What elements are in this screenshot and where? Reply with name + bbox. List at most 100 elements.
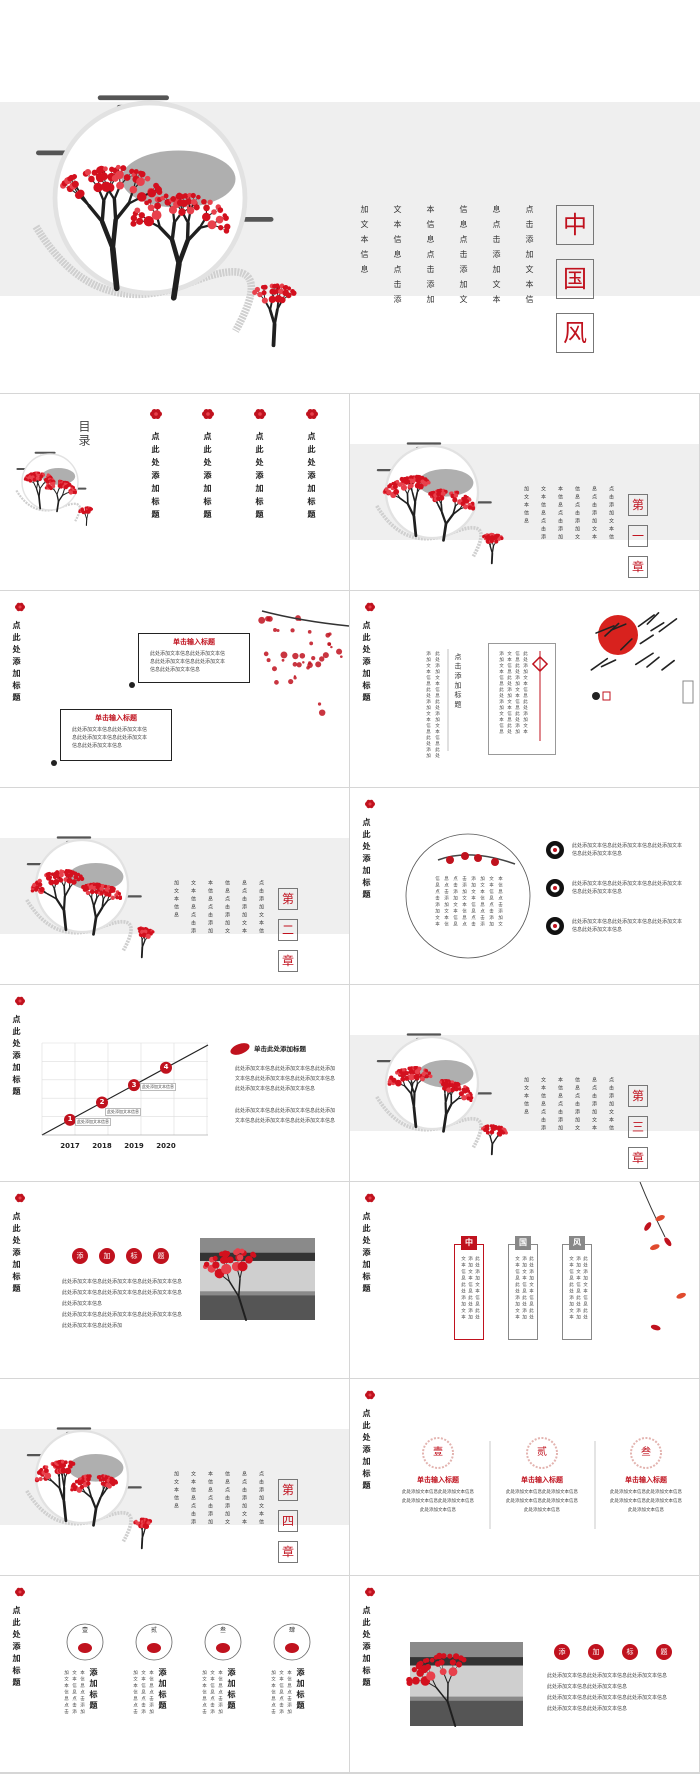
blossom [68, 1464, 73, 1469]
step-marker [128, 1079, 140, 1092]
blossom [280, 651, 288, 659]
blossom [143, 1523, 150, 1530]
branch [87, 204, 104, 224]
branch [141, 1530, 146, 1539]
branch [271, 322, 277, 348]
decoration [0, 1427, 349, 1550]
text: 2 [99, 1097, 105, 1106]
blossom [43, 1468, 49, 1474]
blossom [302, 661, 305, 664]
blossom [446, 1087, 452, 1093]
vertical-text: 加文本信息点击 [270, 1670, 276, 1716]
chapter-slide: 点击添加文本信 息点击添加文本 信息点击添加文 本信息点击添加 文本信息点击添 加文本信息… [350, 985, 699, 1181]
text-box [60, 709, 172, 761]
decoration [365, 1587, 672, 1727]
branch [92, 897, 98, 908]
blossom [47, 875, 53, 880]
branch [56, 500, 60, 513]
marker-box [556, 313, 594, 353]
blossom [123, 174, 131, 181]
branch [273, 308, 279, 326]
text: 单击输入标题 [417, 1476, 459, 1484]
blossom [212, 1255, 218, 1261]
vertical-text: 此处添加文本信息此处添加文本 [522, 651, 528, 735]
blossom [463, 504, 469, 510]
blossom [147, 199, 152, 204]
blossom [212, 1261, 220, 1269]
blossom [110, 1481, 116, 1487]
blossom [37, 878, 42, 884]
blossom [134, 207, 141, 214]
blossom [292, 662, 298, 667]
blossom [307, 629, 312, 634]
blossom [388, 483, 393, 487]
blossom [424, 1663, 432, 1671]
blossom [143, 215, 155, 227]
bamboo-leaf [650, 621, 665, 632]
blossom [53, 879, 60, 886]
vertical-text: 击添加文本信息点 [461, 876, 467, 928]
blossom [116, 181, 125, 190]
photo-roof [410, 1657, 523, 1666]
vertical-text: 文本信息此处添加文本信息此处 [506, 651, 512, 735]
blossom [39, 886, 45, 893]
blossom [286, 286, 292, 291]
text: 此处添加文本信息此处添加文本信息此处添加 [235, 1108, 336, 1114]
blossom [55, 870, 60, 875]
blossom [438, 495, 445, 501]
blossom [290, 628, 295, 633]
text: 此处添加文本信息 [105, 1108, 141, 1116]
blossom [315, 661, 322, 668]
text: 信息此处添加文本信息 [150, 667, 201, 673]
blossom [277, 288, 284, 295]
blossom [207, 199, 213, 205]
blossom [147, 204, 155, 212]
blossom [439, 1668, 447, 1676]
blossom [309, 641, 314, 646]
icon-art [78, 1643, 92, 1653]
vertical-text: 文本信息此处添加文本 [568, 1256, 574, 1321]
bamboo-leaf [634, 652, 654, 666]
branch [62, 909, 68, 932]
blossom [394, 1079, 402, 1087]
blossom [223, 228, 230, 234]
blossom [76, 189, 85, 198]
tags-slide: 点此处添加标题添加标题此处添加文本信息此处添加文本信息此处添加文本信息 此处添加文… [0, 1182, 349, 1378]
blossom [154, 202, 162, 210]
chapter-slide: 点击添加文本信 息点击添加文本 信息点击添加文 本信息点击添加 文本信息点击添 加文本信息… [0, 788, 349, 984]
blossom [182, 193, 189, 199]
vertical-text: 添加标题 [227, 1668, 236, 1712]
leaf [664, 1237, 672, 1247]
vertical-text: 息点击添加文本 [591, 1077, 597, 1133]
bamboo-leaf [639, 634, 654, 645]
blossom [413, 1073, 420, 1080]
blossom [68, 490, 74, 495]
marker-box [278, 1510, 298, 1532]
timeline-slide: 点此处添加标题 1 2017 2 2018 3 2019 4 2020 此处添加文本信息 此处添加文… [0, 985, 349, 1181]
blossom [408, 1073, 416, 1081]
leaf [650, 1244, 660, 1251]
blossom [98, 1475, 102, 1479]
branch [112, 197, 118, 222]
text: 国 [563, 265, 587, 293]
blossom [136, 192, 147, 202]
contents-slide: 目录 点此处添加标题 点此处添加标题 点此处添加标题 点此处添加标题 [0, 394, 349, 590]
marker-box [278, 919, 298, 941]
blossom [419, 1076, 425, 1082]
vertical-text: 本信息点击添加 [426, 205, 435, 310]
text: 一 [631, 529, 644, 543]
blossom [147, 188, 157, 198]
blossom [84, 168, 92, 176]
blossom [48, 879, 55, 886]
leaf [650, 1324, 661, 1331]
blossom [450, 1087, 456, 1092]
text: 此处添加文本信息此处添加文本信 [150, 651, 226, 657]
text: 中 [563, 211, 587, 239]
vertical-text: 文本信息点击添 [190, 880, 196, 936]
blossom [453, 1084, 458, 1089]
blossom [223, 1251, 230, 1258]
flower-center [154, 412, 158, 416]
blossom [115, 895, 119, 900]
vertical-text: 息点击添加文本 [492, 205, 501, 310]
